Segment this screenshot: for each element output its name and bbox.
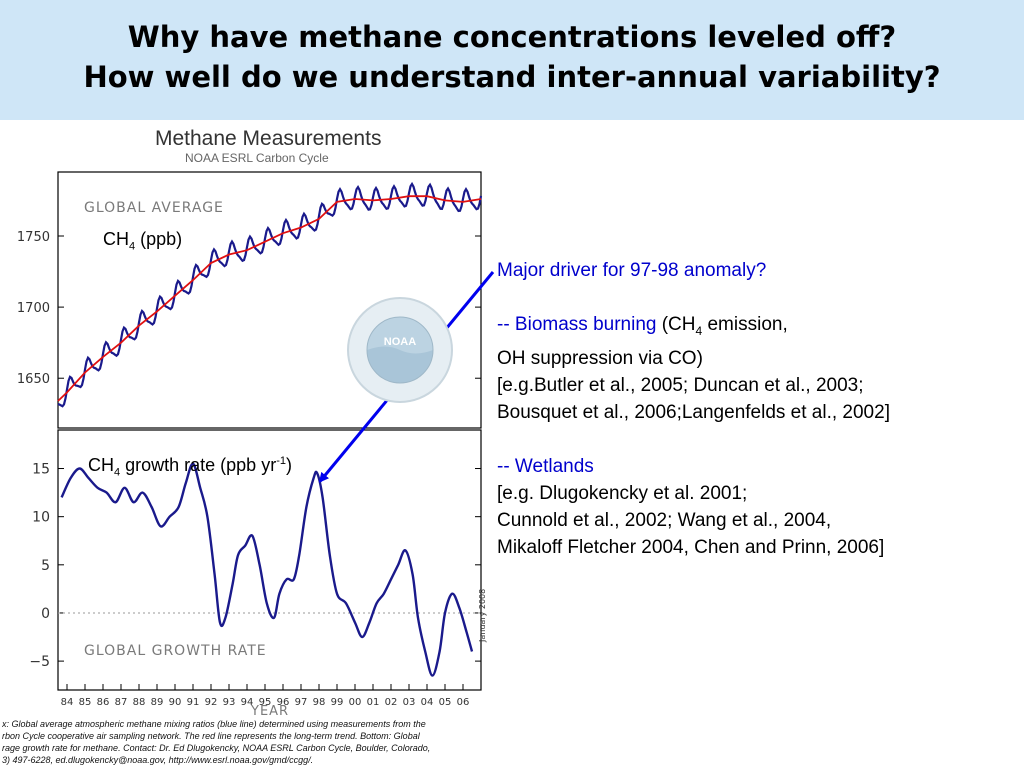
trend-line [57, 195, 482, 402]
explanation-text: Major driver for 97-98 anomaly? -- Bioma… [497, 257, 1022, 561]
x-tick-label: 96 [277, 697, 290, 708]
y-tick-label-bottom: 5 [41, 558, 50, 574]
x-tick-label: 06 [457, 697, 470, 708]
x-tick-label: 02 [385, 697, 398, 708]
x-tick-label: 97 [295, 697, 308, 708]
reference-line-4: Cunnold et al., 2002; Wang et al., 2004, [497, 509, 832, 531]
x-axis-label: YEAR [251, 704, 290, 719]
ch4-ppb-label: CH4 (ppb) [103, 229, 183, 253]
global-average-panel: 1650 1700 1750 [17, 171, 483, 429]
x-tick-label: 98 [313, 697, 326, 708]
x-tick-label: 91 [187, 697, 200, 708]
figure-caption: x: Global average atmospheric methane mi… [2, 718, 480, 766]
x-tick-label: 90 [169, 697, 182, 708]
y-tick-label-top: 1750 [17, 230, 50, 245]
chart-title: Methane Measurements [155, 127, 382, 150]
y-tick-label-bottom: −5 [29, 654, 50, 670]
oh-suppression-line: OH suppression via CO) [497, 347, 703, 369]
x-tick-label: 94 [241, 697, 254, 708]
y-tick-label-top: 1650 [17, 372, 50, 387]
title-line-1: Why have methane concentrations leveled … [127, 20, 897, 54]
date-stamp: January 2008 [478, 588, 487, 642]
x-tick-label: 05 [439, 697, 452, 708]
growth-rate-line [60, 462, 474, 677]
x-tick-label: 00 [349, 697, 362, 708]
x-tick-label: 01 [367, 697, 380, 708]
x-tick-label: 04 [421, 697, 434, 708]
global-growth-rate-label: GLOBAL GROWTH RATE [84, 643, 267, 659]
bottom-frame [57, 429, 482, 691]
y-tick-label-bottom: 15 [32, 462, 50, 478]
y-tick-label-top: 1700 [17, 301, 50, 316]
wetlands-line: -- Wetlands [497, 455, 594, 477]
top-frame [57, 171, 482, 429]
x-tick-label: 84 [61, 697, 74, 708]
reference-line-2: Bousquet et al., 2006;Langenfelds et al.… [497, 401, 890, 423]
y-tick-label-bottom: 0 [41, 606, 50, 622]
reference-line-5: Mikaloff Fletcher 2004, Chen and Prinn, … [497, 536, 885, 558]
x-tick-label: 85 [79, 697, 92, 708]
noaa-logo-icon: NOAA [347, 297, 453, 403]
x-tick-label: 86 [97, 697, 110, 708]
x-tick-label: 89 [151, 697, 164, 708]
noaa-logo-text: NOAA [384, 336, 416, 348]
global-average-label: GLOBAL AVERAGE [84, 200, 224, 216]
chart-subtitle: NOAA ESRL Carbon Cycle [185, 151, 329, 165]
title-line-2: How well do we understand inter-annual v… [83, 60, 941, 94]
x-tick-label: 93 [223, 697, 236, 708]
x-tick-label: 92 [205, 697, 218, 708]
caption-line-2: rbon Cycle cooperative air sampling netw… [2, 731, 420, 741]
x-tick-label: 03 [403, 697, 416, 708]
reference-line-3: [e.g. Dlugokencky et al. 2001; [497, 482, 748, 504]
x-tick-label: 95 [259, 697, 272, 708]
x-tick-label: 99 [331, 697, 344, 708]
caption-line-1: x: Global average atmospheric methane mi… [2, 719, 426, 729]
title-banner: Why have methane concentrations leveled … [0, 0, 1024, 120]
caption-line-4: 3) 497-6228, ed.dlugokencky@noaa.gov, ht… [2, 755, 314, 765]
reference-line-1: [e.g.Butler et al., 2005; Duncan et al.,… [497, 374, 864, 396]
ch4-growth-rate-label: CH4 growth rate (ppb yr-1) [88, 455, 292, 479]
question-text: Major driver for 97-98 anomaly? [497, 260, 767, 281]
caption-line-3: rage growth rate for methane. Contact: D… [2, 743, 431, 753]
x-tick-label: 88 [133, 697, 146, 708]
x-tick-label: 87 [115, 697, 128, 708]
biomass-burning-line: -- Biomass burning (CH4 emission, [497, 314, 788, 338]
y-tick-label-bottom: 10 [32, 510, 50, 526]
